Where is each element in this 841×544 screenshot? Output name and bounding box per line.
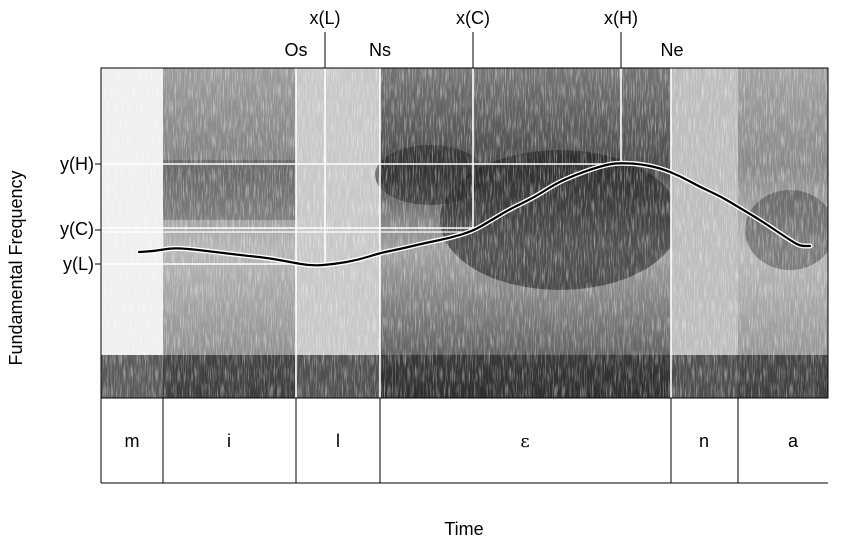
boundary-marker-Os: Os: [284, 40, 307, 60]
time-marker-xC: x(C): [456, 8, 490, 28]
freq-marker-yH: y(H): [60, 154, 94, 174]
freq-marker-yL: y(L): [63, 254, 94, 274]
x-axis-title: Time: [444, 519, 483, 539]
y-axis-title: Fundamental Frequency: [6, 170, 26, 365]
segment-label-m: m: [125, 431, 140, 451]
segment-label-epsilon: ε: [520, 431, 529, 452]
segment-label-a: a: [788, 431, 799, 451]
boundary-marker-Ns: Ns: [369, 40, 391, 60]
segment-label-n: n: [699, 431, 709, 451]
freq-marker-yC: y(C): [60, 219, 94, 239]
segment-label-l: l: [336, 431, 340, 451]
time-marker-xL: x(L): [310, 8, 341, 28]
segment-label-i: i: [227, 431, 231, 451]
boundary-marker-Ne: Ne: [660, 40, 683, 60]
time-marker-xH: x(H): [604, 8, 638, 28]
segment-tier: m i l ε n a: [101, 398, 828, 483]
